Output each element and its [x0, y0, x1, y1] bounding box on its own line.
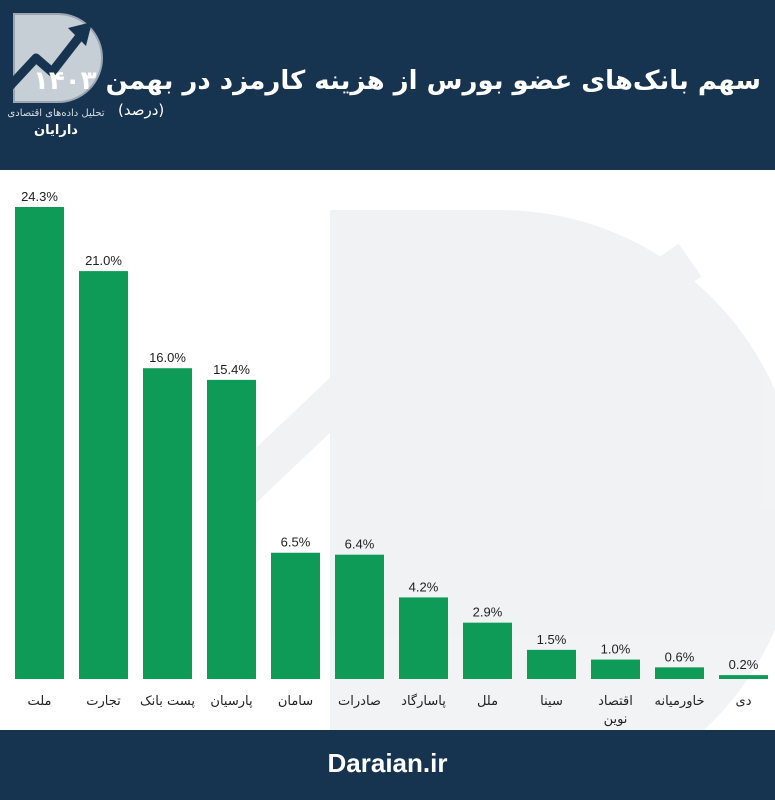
bar-chart: تحلیل داده 24.3% 21.0% 16.0% 15.4% 6.5% 6.4% 4…: [15, 189, 775, 730]
bar-11: [719, 675, 768, 679]
category-label-5: صادرات: [338, 694, 381, 709]
footer: Daraian.ir: [0, 730, 775, 800]
category-label-8: سینا: [540, 694, 563, 709]
value-label-5: 6.4%: [345, 537, 375, 552]
bar-4: [271, 552, 320, 679]
value-label-6: 4.2%: [409, 579, 439, 594]
logo-brand: دارایان: [34, 123, 78, 138]
category-label-1: تجارت: [86, 694, 121, 709]
page-title: سهم بانک‌های عضو بورس از هزینه کارمزد در…: [33, 66, 761, 96]
value-label-11: 0.2%: [729, 657, 759, 672]
header: تحلیل داده‌های اقتصادی دارایان سهم بانک‌…: [0, 0, 775, 170]
bar-8: [527, 649, 576, 679]
category-label-11: دی: [736, 694, 752, 709]
category-label-9-line-0: اقتصاد: [598, 694, 633, 709]
category-labels-group: ملت تجارت پست بانک پارسیان سامان صادرات پاسارگ…: [27, 693, 751, 727]
category-label-10: خاورمیانه: [655, 694, 705, 709]
unit-note: (درصد): [118, 101, 165, 119]
bars-group: [15, 207, 768, 679]
value-label-8: 1.5%: [537, 632, 567, 647]
value-label-9: 1.0%: [601, 642, 631, 657]
bar-3: [207, 379, 256, 679]
value-label-3: 15.4%: [213, 362, 250, 377]
value-label-10: 0.6%: [665, 649, 695, 664]
bar-10: [655, 667, 704, 679]
bar-6: [399, 597, 448, 679]
category-label-9-line-1: نوین: [604, 712, 628, 727]
logo: تحلیل داده‌های اقتصادی دارایان: [5, 6, 106, 146]
bar-7: [463, 622, 512, 679]
category-label-2: پست بانک: [140, 694, 195, 709]
category-label-6: پاسارگاد: [401, 693, 446, 709]
category-label-3: پارسیان: [210, 694, 253, 709]
bar-2: [143, 368, 192, 679]
footer-site: Daraian.ir: [327, 748, 448, 778]
value-label-2: 16.0%: [149, 350, 186, 365]
logo-subtitle: تحلیل داده‌های اقتصادی: [7, 108, 105, 119]
category-label-4: سامان: [278, 694, 313, 709]
growth-arrow-d-logo-icon: [5, 13, 103, 103]
value-label-7: 2.9%: [473, 605, 503, 620]
bar-5: [335, 554, 384, 679]
bar-1: [79, 271, 128, 679]
value-label-1: 21.0%: [85, 253, 122, 268]
bar-9: [591, 659, 640, 679]
category-label-7: ملل: [477, 694, 498, 709]
value-labels-group: 24.3% 21.0% 16.0% 15.4% 6.5% 6.4% 4.2% 2.9% 1.5%…: [21, 189, 759, 672]
value-label-4: 6.5%: [281, 535, 311, 550]
category-label-0: ملت: [27, 694, 51, 709]
watermark-text: تحلیل داده: [720, 564, 775, 604]
value-label-0: 24.3%: [21, 189, 58, 204]
bar-0: [15, 207, 64, 679]
